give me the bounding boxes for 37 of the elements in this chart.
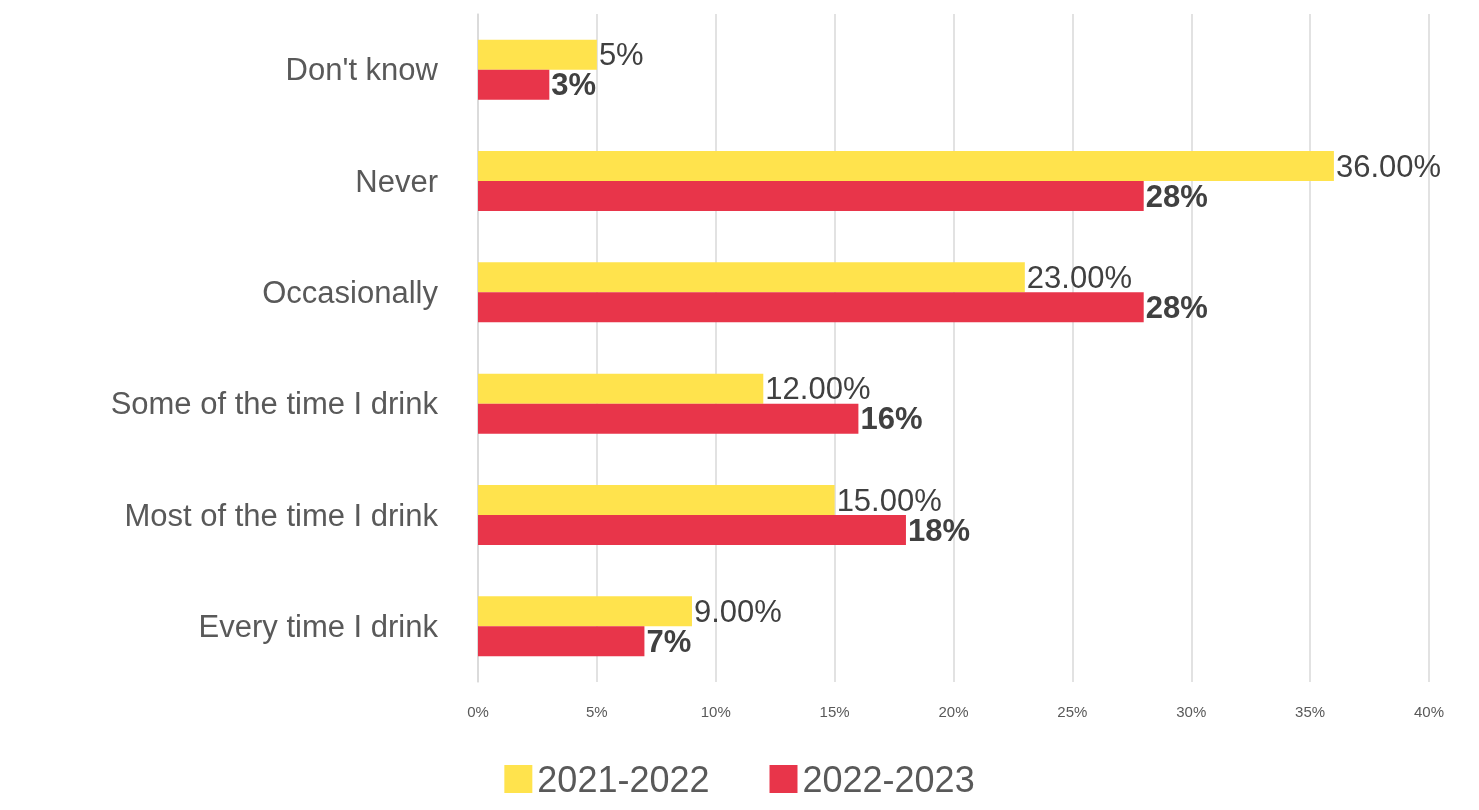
bar — [478, 292, 1144, 323]
bar — [478, 151, 1334, 181]
x-tick-label: 0% — [467, 703, 489, 720]
data-label: 9.00% — [693, 593, 782, 629]
y-tick-label: Occasionally — [262, 274, 439, 310]
x-tick-label: 10% — [700, 703, 731, 720]
x-tick-label: 25% — [1057, 703, 1088, 720]
data-label: 28% — [1145, 178, 1208, 214]
y-tick-label: Every time I drink — [198, 608, 439, 644]
x-tick-label: 15% — [819, 703, 850, 720]
data-label: 36.00% — [1335, 148, 1442, 184]
x-tick-label: 35% — [1295, 703, 1326, 720]
bar — [478, 403, 859, 434]
data-label: 23.00% — [1026, 259, 1132, 295]
y-tick-label: Some of the time I drink — [110, 386, 439, 422]
data-label: 5% — [598, 37, 644, 73]
y-tick-label: Most of the time I drink — [124, 497, 439, 533]
x-tick-label: 5% — [586, 703, 608, 720]
bar — [478, 373, 764, 404]
bar — [478, 596, 692, 627]
bar — [478, 262, 1025, 293]
bar — [478, 485, 835, 515]
bar — [478, 626, 645, 657]
bar — [478, 181, 1144, 211]
y-tick-label: Don't know — [285, 52, 439, 88]
x-tick-label: 30% — [1176, 703, 1207, 720]
bar — [478, 515, 906, 545]
bar — [478, 39, 597, 70]
legend-label: 2021-2022 — [537, 758, 710, 800]
data-label: 7% — [646, 623, 692, 659]
data-label: 3% — [551, 67, 597, 103]
bar — [478, 69, 550, 100]
x-tick-label: 40% — [1413, 703, 1445, 720]
y-tick-label: Never — [355, 163, 438, 199]
data-label: 28% — [1145, 289, 1208, 325]
x-tick-label: 20% — [938, 703, 969, 720]
legend-label: 2022-2023 — [802, 758, 975, 800]
